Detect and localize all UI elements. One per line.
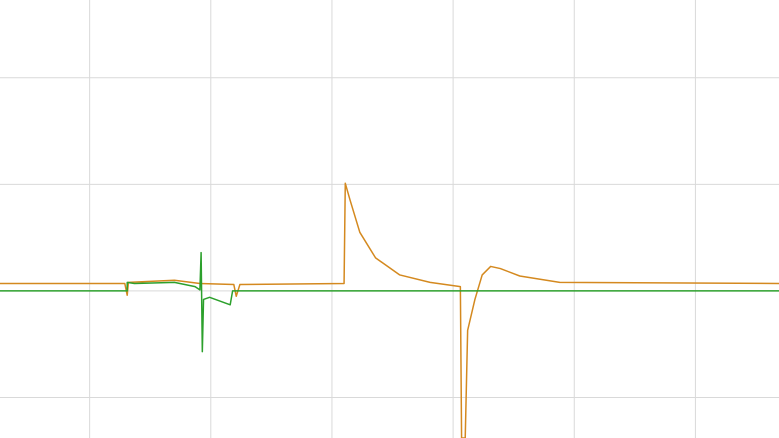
- series-line: [0, 251, 779, 353]
- series-line: [0, 182, 779, 438]
